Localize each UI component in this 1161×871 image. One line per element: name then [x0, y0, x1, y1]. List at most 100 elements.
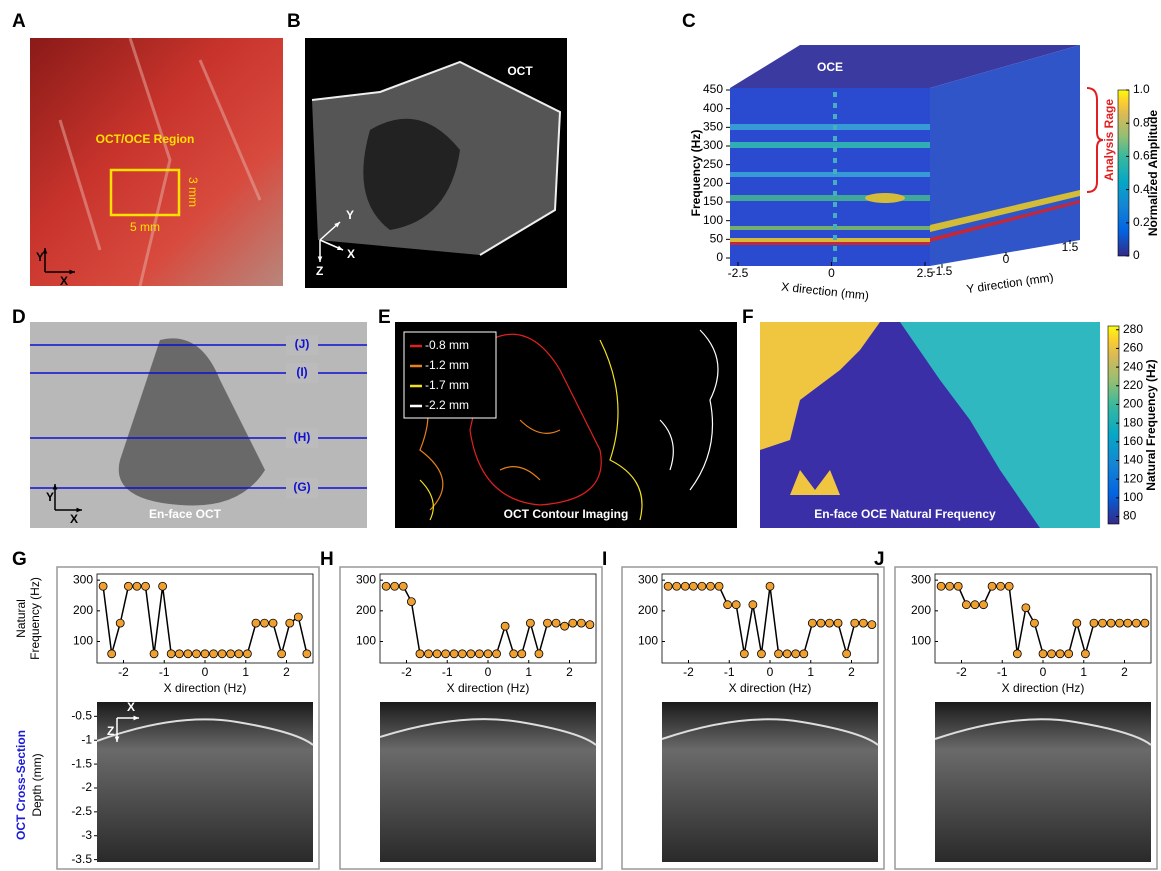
- axis-label: X: [60, 274, 68, 288]
- panel-letter: A: [12, 11, 26, 32]
- y-tick-label: 100: [703, 213, 723, 227]
- data-point: [501, 622, 509, 630]
- data-point: [706, 582, 714, 590]
- data-point: [535, 650, 543, 658]
- x-axis-label: X direction (Hz): [447, 681, 530, 695]
- axis-label: Z: [107, 724, 114, 738]
- cross-section: [662, 702, 878, 862]
- y-tick-label: 450: [703, 82, 723, 96]
- data-point: [586, 621, 594, 629]
- y-dir-axis-label: Y direction (mm): [965, 270, 1054, 296]
- x-tick-label: 0: [767, 665, 774, 679]
- colorbar: [1108, 326, 1119, 524]
- data-point: [757, 650, 765, 658]
- data-point: [141, 582, 149, 590]
- data-point: [997, 582, 1005, 590]
- data-point: [493, 650, 501, 658]
- data-point: [1116, 619, 1124, 627]
- x-tick-label: 2: [283, 665, 290, 679]
- x-tick-label: -1: [159, 665, 170, 679]
- x-axis-label: X direction (mm): [781, 280, 870, 303]
- panel-letter: B: [287, 11, 301, 32]
- data-point: [382, 582, 390, 590]
- y-tick-label: 200: [356, 603, 376, 617]
- cross-section: [935, 702, 1151, 862]
- scan-line-label: (J): [295, 337, 310, 351]
- data-point: [442, 650, 450, 658]
- depth-tick-label: -1.5: [71, 756, 92, 770]
- legend-label: -1.7 mm: [425, 378, 469, 392]
- data-point: [689, 582, 697, 590]
- cross-section: [380, 702, 596, 862]
- axis-label: Y: [346, 208, 354, 222]
- y-tick-label: 0: [716, 250, 723, 264]
- section-label: OCT Cross-Section: [14, 730, 28, 840]
- data-point: [834, 619, 842, 627]
- data-point: [210, 650, 218, 658]
- y-tick-label: 100: [356, 634, 376, 648]
- data-point: [859, 619, 867, 627]
- y-axis-label: Frequency (Hz): [28, 577, 42, 660]
- y-axis-label: Frequency (Hz): [689, 130, 703, 217]
- data-point: [946, 582, 954, 590]
- axis-label: Y: [46, 490, 54, 504]
- x-tick-label: -2: [401, 665, 412, 679]
- x-tick-label: 1: [807, 665, 814, 679]
- figure: AOCT/OCE Region3 mm5 mmYXBOCTYXZCOCE0501…: [0, 0, 1161, 871]
- y-tick-label: 200: [911, 603, 931, 617]
- data-point: [1124, 619, 1132, 627]
- panel-letter: E: [378, 307, 391, 328]
- data-point: [1022, 604, 1030, 612]
- panel-letter: F: [742, 307, 754, 328]
- colorbar-tick-label: 220: [1123, 378, 1143, 392]
- data-point: [416, 650, 424, 658]
- depth-tick-label: -2: [81, 780, 92, 794]
- colorbar-label: Normalized Amplitude: [1146, 110, 1160, 237]
- x-tick-label: 2: [566, 665, 573, 679]
- data-point: [988, 582, 996, 590]
- panel-letter: C: [682, 11, 696, 32]
- data-point: [133, 582, 141, 590]
- data-point: [698, 582, 706, 590]
- data-point: [732, 601, 740, 609]
- data-point: [450, 650, 458, 658]
- cross-section: [97, 702, 313, 862]
- data-point: [937, 582, 945, 590]
- y-tick-label: 250: [703, 157, 723, 171]
- colorbar-tick-label: 280: [1123, 322, 1143, 336]
- data-point: [227, 650, 235, 658]
- y-tick-label: 100: [638, 634, 658, 648]
- y-tick-label: 150: [703, 194, 723, 208]
- data-point: [681, 582, 689, 590]
- data-point: [303, 650, 311, 658]
- data-point: [664, 582, 672, 590]
- data-point: [286, 619, 294, 627]
- caption: OCT Contour Imaging: [504, 507, 629, 521]
- colorbar-tick-label: 200: [1123, 397, 1143, 411]
- panel-letter: H: [320, 549, 334, 570]
- data-point: [467, 650, 475, 658]
- y-tick-label: 200: [73, 603, 93, 617]
- y-tick-label: 300: [638, 572, 658, 586]
- data-point: [775, 650, 783, 658]
- data-point: [1048, 650, 1056, 658]
- colorbar-tick-label: 240: [1123, 359, 1143, 373]
- data-point: [218, 650, 226, 658]
- data-point: [184, 650, 192, 658]
- data-point: [1056, 650, 1064, 658]
- data-point: [235, 650, 243, 658]
- y-tick-label: 300: [911, 572, 931, 586]
- x-tick-label: 1: [525, 665, 532, 679]
- colorbar-tick-label: 180: [1123, 415, 1143, 429]
- panel-title: OCT: [507, 64, 533, 78]
- data-point: [243, 650, 251, 658]
- x-tick-label: -2.5: [728, 266, 749, 280]
- x-axis-label: X direction (Hz): [164, 681, 247, 695]
- depth-tick-label: -1: [81, 732, 92, 746]
- colorbar-tick-label: 1.0: [1133, 82, 1150, 96]
- panel-title: OCE: [817, 60, 843, 74]
- data-point: [433, 650, 441, 658]
- data-point: [407, 598, 415, 606]
- data-point: [192, 650, 200, 658]
- y-tick-label: 300: [356, 572, 376, 586]
